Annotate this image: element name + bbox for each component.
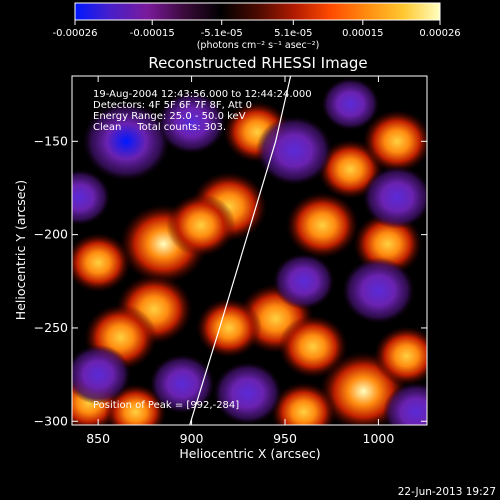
y-tick-label: −200 bbox=[34, 227, 68, 242]
y-tick-label: −250 bbox=[34, 320, 68, 335]
info-annotations: 19-Aug-2004 12:43:56.000 to 12:44:24.000… bbox=[93, 89, 312, 411]
x-axis-ticks: 850 900 950 1000 bbox=[86, 76, 394, 446]
positive-source bbox=[72, 232, 131, 293]
x-axis-label: Heliocentric X (arcsec) bbox=[179, 446, 320, 461]
positive-source bbox=[166, 193, 236, 257]
negative-source bbox=[82, 101, 171, 182]
negative-source bbox=[272, 253, 335, 310]
colorbar-tick-label: 0.00026 bbox=[419, 28, 460, 39]
colorbar: -0.00026 -0.00015 -5.1e-05 5.1e-05 0.00015 0.… bbox=[53, 2, 461, 51]
negative-source bbox=[255, 115, 333, 186]
y-tick-label: −300 bbox=[34, 413, 68, 428]
colorbar-tick-label: -5.1e-05 bbox=[201, 28, 243, 39]
negative-source bbox=[212, 361, 283, 425]
positive-source bbox=[270, 382, 337, 425]
footer-timestamp: 22-Jun-2013 19:27 bbox=[398, 486, 496, 498]
colorbar-tick-label: 5.1e-05 bbox=[274, 28, 312, 39]
positive-source bbox=[285, 192, 359, 259]
x-tick-label: 850 bbox=[86, 431, 110, 446]
solar-limb-line bbox=[189, 76, 292, 425]
y-tick-label: −150 bbox=[34, 133, 68, 148]
annotation-time-range: 19-Aug-2004 12:43:56.000 to 12:44:24.000 bbox=[93, 89, 312, 100]
x-tick-label: 900 bbox=[180, 431, 204, 446]
positive-source bbox=[373, 326, 427, 386]
negative-source bbox=[72, 344, 131, 405]
y-axis-ticks: −150 −200 −250 −300 bbox=[34, 133, 427, 428]
negative-source bbox=[149, 354, 216, 414]
colorbar-units-label: (photons cm⁻² s⁻¹ asec⁻²) bbox=[197, 40, 320, 51]
positive-source bbox=[278, 315, 348, 379]
colorbar-ticks: -0.00026 -0.00015 -5.1e-05 5.1e-05 0.00015 0.… bbox=[53, 20, 461, 39]
negative-source bbox=[72, 169, 111, 226]
negative-source bbox=[321, 77, 380, 131]
negative-source bbox=[156, 91, 227, 155]
annotation-energy-range: Energy Range: 25.0 - 50.0 keV bbox=[93, 111, 246, 122]
heatmap-plot-area bbox=[71, 75, 428, 426]
annotation-peak-position: Position of Peak = [992,-284] bbox=[93, 400, 239, 411]
x-tick-label: 1000 bbox=[363, 431, 395, 446]
colorbar-gradient bbox=[75, 3, 440, 20]
negative-source bbox=[382, 382, 427, 425]
negative-source bbox=[362, 165, 427, 229]
colorbar-tick-label: -0.00026 bbox=[53, 28, 98, 39]
annotation-detectors: Detectors: 4F 5F 6F 7F 8F, Att 0 bbox=[93, 100, 252, 111]
heatmap-sources bbox=[72, 77, 427, 425]
colorbar-tick-label: 0.00015 bbox=[342, 28, 383, 39]
colorbar-tick-label: -0.00015 bbox=[130, 28, 175, 39]
annotation-clean-counts: Clean Total counts: 303. bbox=[93, 122, 226, 133]
negative-source bbox=[341, 257, 415, 324]
positive-source bbox=[196, 298, 262, 358]
chart-title: Reconstructed RHESSI Image bbox=[148, 54, 367, 72]
x-tick-label: 950 bbox=[273, 431, 297, 446]
positive-source bbox=[362, 109, 427, 173]
plot-frame bbox=[71, 75, 428, 426]
colorbar-frame bbox=[74, 2, 441, 21]
y-axis-label: Heliocentric Y (arcsec) bbox=[13, 180, 28, 320]
